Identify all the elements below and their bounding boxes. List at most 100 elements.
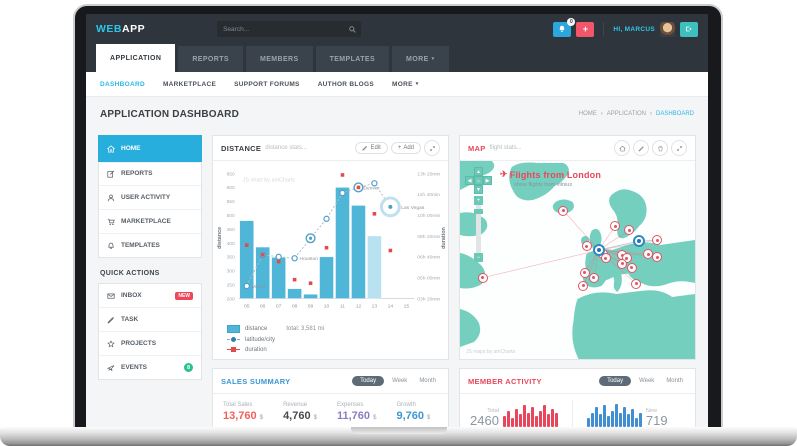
- stat-value: 11,760 $: [337, 410, 377, 422]
- flights-map[interactable]: ✈ Flights from London show flights from v…: [460, 161, 695, 359]
- map-overlay-link[interactable]: show flights from vilnius: [514, 182, 573, 188]
- sidebar-item-marketplace[interactable]: MARKETPLACE: [99, 210, 201, 234]
- pan-right-button[interactable]: ▶: [483, 176, 492, 185]
- app-logo[interactable]: WEBAPP: [96, 23, 145, 35]
- legend-swatch-line: [227, 336, 240, 343]
- sidebar-item-events[interactable]: EVENTS 8: [99, 356, 201, 379]
- svg-text:15: 15: [404, 303, 410, 309]
- expand-button[interactable]: [424, 140, 440, 156]
- breadcrumb-application[interactable]: APPLICATION: [606, 111, 646, 117]
- search-input[interactable]: [217, 21, 362, 37]
- subnav-dashboard[interactable]: DASHBOARD: [100, 80, 145, 88]
- city-marker[interactable]: [579, 267, 590, 278]
- svg-text:12: 12: [356, 303, 362, 309]
- toggle-today[interactable]: Today: [352, 376, 385, 386]
- subnav-more[interactable]: MORE ▾: [392, 81, 419, 88]
- svg-text:650: 650: [227, 171, 235, 177]
- city-marker[interactable]: [600, 253, 611, 264]
- sidebar-item-user-activity[interactable]: USER ACTIVITY: [99, 186, 201, 210]
- member-total-sparkline: [502, 403, 558, 427]
- add-button[interactable]: +: [576, 21, 595, 37]
- city-marker[interactable]: [588, 272, 599, 283]
- breadcrumb-home[interactable]: HOME: [578, 111, 597, 117]
- city-marker[interactable]: [610, 221, 621, 232]
- svg-text:Houston: Houston: [300, 256, 319, 262]
- home-button[interactable]: [614, 140, 630, 156]
- sidebar-item-label: TASK: [121, 316, 139, 323]
- city-marker[interactable]: [578, 280, 589, 291]
- tab-templates[interactable]: TEMPLATES: [315, 46, 390, 72]
- map-panel: MAP flight stats...: [459, 135, 696, 360]
- logout-button[interactable]: [680, 21, 698, 37]
- city-marker[interactable]: [631, 278, 642, 289]
- breadcrumb: HOME › APPLICATION › DASHBOARD: [579, 111, 694, 117]
- svg-text:350: 350: [227, 255, 235, 261]
- sidebar-item-reports[interactable]: REPORTS: [99, 162, 201, 186]
- edit-button[interactable]: [633, 140, 649, 156]
- distance-chart-svg[interactable]: JS chart by amCharts 200 250 300 350 400 450 50…: [213, 163, 448, 315]
- sidebar-item-task[interactable]: TASK: [99, 308, 201, 332]
- tab-reports[interactable]: REPORTS: [178, 46, 243, 72]
- delete-button[interactable]: [652, 140, 668, 156]
- toggle-week[interactable]: Week: [639, 378, 655, 384]
- zoom-out-button[interactable]: −: [474, 253, 483, 262]
- tab-application[interactable]: APPLICATION: [96, 44, 176, 72]
- member-range-toggle: Today Week Month: [599, 376, 687, 386]
- subnav-support-forums[interactable]: SUPPORT FORUMS: [234, 80, 300, 88]
- city-marker[interactable]: [626, 262, 637, 273]
- sidebar-item-home[interactable]: HOME: [98, 135, 202, 163]
- logout-icon: [686, 26, 692, 32]
- sidebar-item-label: USER ACTIVITY: [121, 194, 171, 201]
- user-avatar[interactable]: [660, 21, 675, 37]
- city-marker[interactable]: [477, 272, 488, 283]
- sidebar-item-templates[interactable]: TEMPLATES: [99, 234, 201, 257]
- legend-item-duration[interactable]: duration: [227, 346, 438, 353]
- notifications-button[interactable]: 0: [553, 17, 576, 37]
- edit-button[interactable]: Edit: [355, 142, 388, 154]
- webapp-window: WEBAPP 0 + HI, MARCUS: [86, 14, 708, 429]
- subnav-author-blogs[interactable]: AUTHOR BLOGS: [317, 80, 375, 88]
- expand-icon: [676, 145, 682, 151]
- tab-label: APPLICATION: [110, 54, 162, 62]
- pan-left-button[interactable]: ◀: [465, 176, 474, 185]
- city-marker[interactable]: [581, 241, 592, 252]
- legend-item-latitude[interactable]: latitude/city: [227, 336, 438, 343]
- city-marker[interactable]: [652, 252, 663, 263]
- legend-label: distance: [245, 326, 268, 332]
- navbar-right: 0 + HI, MARCUS: [553, 17, 698, 37]
- trash-icon: [657, 145, 663, 151]
- zoom-slider-handle[interactable]: [474, 209, 483, 214]
- toggle-month[interactable]: Month: [419, 378, 436, 384]
- sidebar-item-inbox[interactable]: INBOX NEW: [99, 284, 201, 308]
- plane-icon: [107, 364, 115, 371]
- sidebar-item-label: REPORTS: [121, 170, 153, 177]
- hub-marker[interactable]: [592, 244, 605, 257]
- breadcrumb-dashboard[interactable]: DASHBOARD: [655, 111, 694, 117]
- city-marker[interactable]: [558, 205, 569, 216]
- content-area: HOME REPORTS USER ACTIVITY MARKETPL: [86, 131, 708, 429]
- pencil-icon: [107, 316, 114, 323]
- tab-members[interactable]: MEMBERS: [245, 46, 313, 72]
- quick-actions-card: INBOX NEW TASK PROJECTS: [98, 283, 202, 380]
- pan-home-button[interactable]: ⌂: [474, 176, 483, 185]
- legend-item-distance[interactable]: distance total: 3,581 mi: [227, 325, 438, 333]
- legend-total: total: 3,581 mi: [286, 326, 325, 332]
- zoom-slider[interactable]: [474, 205, 483, 253]
- subnav-marketplace[interactable]: MARKETPLACE: [162, 80, 217, 88]
- add-button[interactable]: + Add: [390, 142, 421, 154]
- pan-up-button[interactable]: ▲: [474, 167, 483, 176]
- toggle-today[interactable]: Today: [599, 376, 632, 386]
- tab-more[interactable]: MORE ▾: [392, 46, 449, 72]
- city-marker[interactable]: [624, 225, 635, 236]
- sidebar-item-projects[interactable]: PROJECTS: [99, 332, 201, 356]
- bell-icon: [108, 242, 114, 249]
- city-marker[interactable]: [652, 235, 663, 246]
- svg-text:600: 600: [227, 185, 235, 191]
- sidebar-item-label: MARKETPLACE: [121, 218, 171, 225]
- toggle-month[interactable]: Month: [666, 378, 683, 384]
- toggle-week[interactable]: Week: [392, 378, 408, 384]
- expand-button[interactable]: [671, 140, 687, 156]
- hub-marker[interactable]: [632, 235, 645, 248]
- pan-down-button[interactable]: ▼: [474, 185, 483, 194]
- zoom-in-button[interactable]: +: [474, 196, 483, 205]
